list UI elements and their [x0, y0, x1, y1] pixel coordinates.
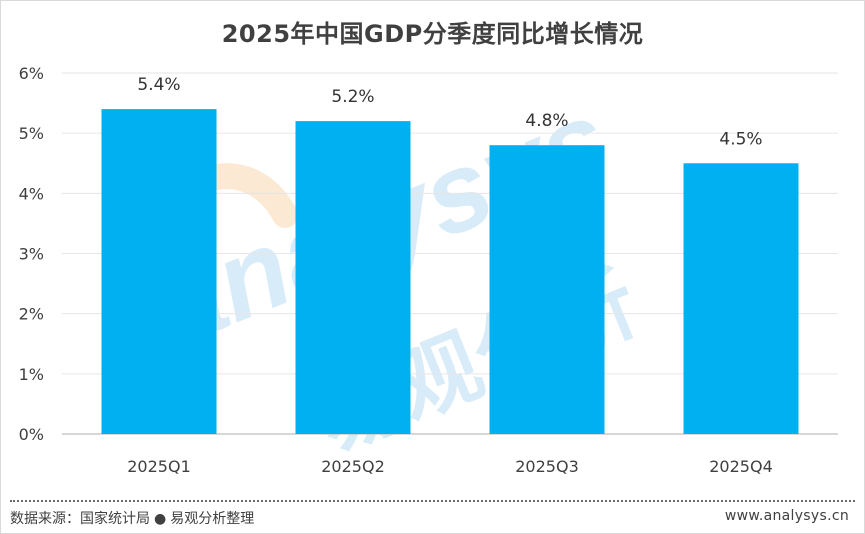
- y-tick-label: 1%: [19, 365, 44, 384]
- data-label: 5.4%: [137, 75, 180, 95]
- website-url: www.analysys.cn: [724, 508, 849, 524]
- source-label: 数据来源：国家统计局: [10, 511, 150, 527]
- footer-divider: [10, 500, 855, 502]
- data-label: 4.5%: [719, 129, 762, 149]
- bar-2025q4: [683, 163, 799, 434]
- y-tick-label: 2%: [19, 305, 44, 324]
- y-tick-label: 6%: [19, 64, 44, 83]
- y-tick-label: 0%: [19, 425, 44, 444]
- x-tick-label: 2025Q4: [709, 457, 773, 476]
- chart-title: 2025年中国GDP分季度同比增长情况: [221, 20, 644, 48]
- y-tick-label: 3%: [19, 245, 44, 264]
- x-tick-label: 2025Q2: [321, 457, 385, 476]
- bar-2025q3: [489, 145, 605, 434]
- bar-2025q2: [295, 121, 411, 434]
- data-label: 5.2%: [331, 87, 374, 107]
- x-tick-label: 2025Q3: [515, 457, 579, 476]
- source-separator-icon: ●: [154, 511, 167, 527]
- x-tick-label: 2025Q1: [127, 457, 191, 476]
- y-tick-label: 5%: [19, 124, 44, 143]
- bar-2025q1: [101, 109, 217, 434]
- y-tick-label: 4%: [19, 184, 44, 203]
- source-org: 易观分析整理: [170, 511, 255, 527]
- source-note: 数据来源：国家统计局 ● 易观分析整理: [10, 508, 254, 528]
- data-label: 4.8%: [525, 111, 568, 131]
